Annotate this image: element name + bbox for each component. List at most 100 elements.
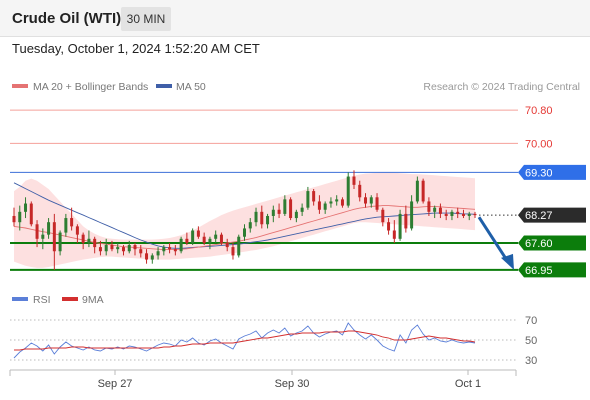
ma50-line [13, 182, 476, 249]
candle-body [225, 242, 229, 248]
candle-body [24, 203, 28, 212]
forecast-arrow-shaft [477, 216, 510, 263]
candle-body [70, 218, 74, 227]
candle-body [64, 218, 68, 233]
ma50-legend-swatch [156, 84, 172, 88]
candle-body [461, 213, 465, 216]
candle-body [277, 209, 281, 214]
candle-body [150, 255, 154, 260]
x-tick-label: Sep 27 [98, 378, 133, 390]
rsi-legend-label: RSI [33, 294, 51, 306]
candle-body [323, 203, 327, 210]
candle-body [306, 191, 310, 208]
candle-body [387, 222, 391, 231]
rsi-tick-30: 30 [525, 355, 537, 367]
candle-body [300, 207, 304, 212]
candle-body [18, 211, 22, 223]
candle-body [283, 199, 287, 214]
candle-body [427, 201, 431, 212]
candle-body [335, 199, 339, 202]
candle-body [398, 213, 402, 239]
price-plot: 70.80 70.00 69.30 67.60 66.95 68.27 [10, 105, 586, 278]
ma20-legend-label: MA 20 + Bollinger Bands [33, 81, 148, 93]
level-label-67.60: 67.60 [525, 238, 553, 250]
candle-body [173, 249, 177, 252]
candle-body [41, 234, 45, 239]
candle-body [317, 201, 321, 210]
candle-body [404, 213, 408, 229]
level-label-70.00: 70.00 [525, 138, 553, 150]
candle-body [179, 238, 183, 252]
candle-body [87, 238, 91, 243]
candle-body [352, 176, 356, 185]
candle-body [116, 247, 120, 250]
candle-body [219, 234, 223, 243]
candle-body [438, 207, 442, 214]
candle-body [52, 222, 56, 252]
level-tag-67.60 [518, 235, 586, 251]
level-label-69.30: 69.30 [525, 167, 553, 179]
candle-body [467, 213, 471, 216]
candle-body [433, 207, 437, 212]
candle-body [444, 213, 448, 216]
candle-body [133, 245, 137, 250]
candle-body [450, 211, 454, 216]
candle-body [340, 199, 344, 206]
candle-body [168, 247, 172, 250]
level-label-66.95: 66.95 [525, 265, 553, 277]
candle-body [410, 201, 414, 229]
candle-body [369, 197, 373, 204]
candle-body [266, 215, 270, 225]
candle-body [415, 180, 419, 202]
candle-body [312, 191, 316, 202]
ma50-legend-label: MA 50 [176, 81, 206, 93]
x-tick-label: Oct 1 [455, 378, 481, 390]
candle-body [145, 253, 149, 260]
rsi-legend-swatch [12, 297, 28, 301]
last-price-label: 68.27 [525, 210, 553, 222]
candle-body [202, 236, 206, 243]
rsi-tick-50: 50 [525, 335, 537, 347]
candle-body [294, 211, 298, 219]
candle-body [260, 211, 264, 225]
candle-body [191, 230, 195, 243]
level-tag-69.30 [518, 164, 586, 180]
candle-body [121, 247, 125, 252]
timeframe-badge[interactable]: 30 MIN [121, 7, 171, 31]
candle-body [473, 213, 477, 216]
candle-body [346, 176, 350, 206]
rsi-plot: 70 50 30 [10, 315, 537, 367]
rsi-ma-line [14, 330, 476, 351]
candle-body [75, 226, 79, 235]
candle-body [421, 180, 425, 202]
ma20-legend-swatch [12, 84, 28, 88]
candle-body [375, 197, 379, 210]
candle-body [248, 222, 252, 229]
rsi-ma-legend-swatch [62, 297, 78, 301]
candle-body [208, 238, 212, 243]
candle-body [162, 247, 166, 252]
x-tick-label: Sep 30 [275, 378, 310, 390]
last-price-tag [518, 207, 586, 223]
candle-body [81, 234, 85, 243]
candle-body [127, 245, 131, 252]
candle-body [98, 247, 102, 252]
forecast-arrow-head [501, 253, 514, 270]
candle-body [392, 230, 396, 239]
candle-body [214, 234, 218, 239]
candle-body [271, 209, 275, 216]
instrument-title: Crude Oil (WTI) [12, 10, 122, 27]
candle-body [243, 228, 246, 237]
candle-body [329, 201, 333, 204]
candle-body [29, 203, 33, 225]
candle-body [104, 245, 108, 252]
candle-body [139, 249, 143, 254]
candle-body [196, 230, 200, 237]
candle-body [35, 224, 39, 239]
candle-body [12, 215, 16, 223]
rsi-ma-legend-label: 9MA [82, 294, 104, 306]
candle-body [254, 211, 258, 223]
x-axis-ticks: Sep 27 Sep 30 Oct 1 [98, 370, 481, 390]
candle-body [381, 209, 385, 223]
